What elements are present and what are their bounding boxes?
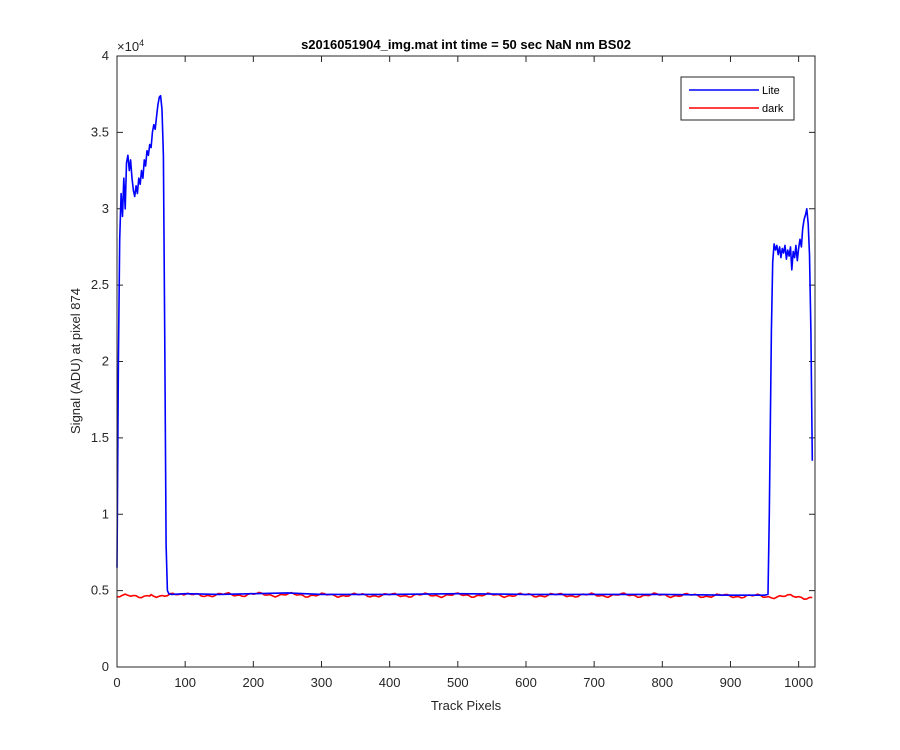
x-tick-label: 200 [242,675,264,690]
x-tick-label: 600 [515,675,537,690]
y-tick-label: 3 [102,201,109,216]
x-tick-label: 300 [311,675,333,690]
x-tick-label: 400 [379,675,401,690]
y-tick-label: 2 [102,354,109,369]
chart-title: s2016051904_img.mat int time = 50 sec Na… [301,37,631,52]
y-tick-label: 1.5 [91,430,109,445]
x-tick-label: 1000 [784,675,813,690]
legend-label-dark: dark [762,103,784,115]
legend-box [680,76,795,121]
plot-background [117,56,815,667]
y-exponent-power: 4 [139,38,144,48]
x-tick-label: 100 [174,675,196,690]
legend-label-lite: Lite [762,85,780,97]
legend[interactable]: Lite dark [680,76,795,121]
series-layer [116,94,814,600]
y-exponent: ×104 [117,38,144,54]
plot-frame [116,55,816,668]
x-axis-label: Track Pixels [431,698,502,713]
y-tick-label: 0.5 [91,583,109,598]
x-tick-label: 500 [447,675,469,690]
x-tick-label: 900 [720,675,742,690]
y-tick-label: 1 [102,506,109,521]
y-tick-label: 3.5 [91,124,109,139]
x-tick-label: 0 [113,675,120,690]
y-tick-label: 2.5 [91,277,109,292]
y-tick-label: 4 [102,48,109,63]
series-line-lite [116,94,814,596]
y-exponent-base: ×10 [117,39,139,54]
y-tick-label: 0 [102,659,109,674]
ticks-layer: 0 100 200 300 400 500 600 700 800 900 1000 0 0.5 1 1.5… [91,48,815,690]
x-tick-label: 700 [583,675,605,690]
x-tick-label: 800 [651,675,673,690]
y-axis-label: Signal (ADU) at pixel 874 [68,288,83,434]
